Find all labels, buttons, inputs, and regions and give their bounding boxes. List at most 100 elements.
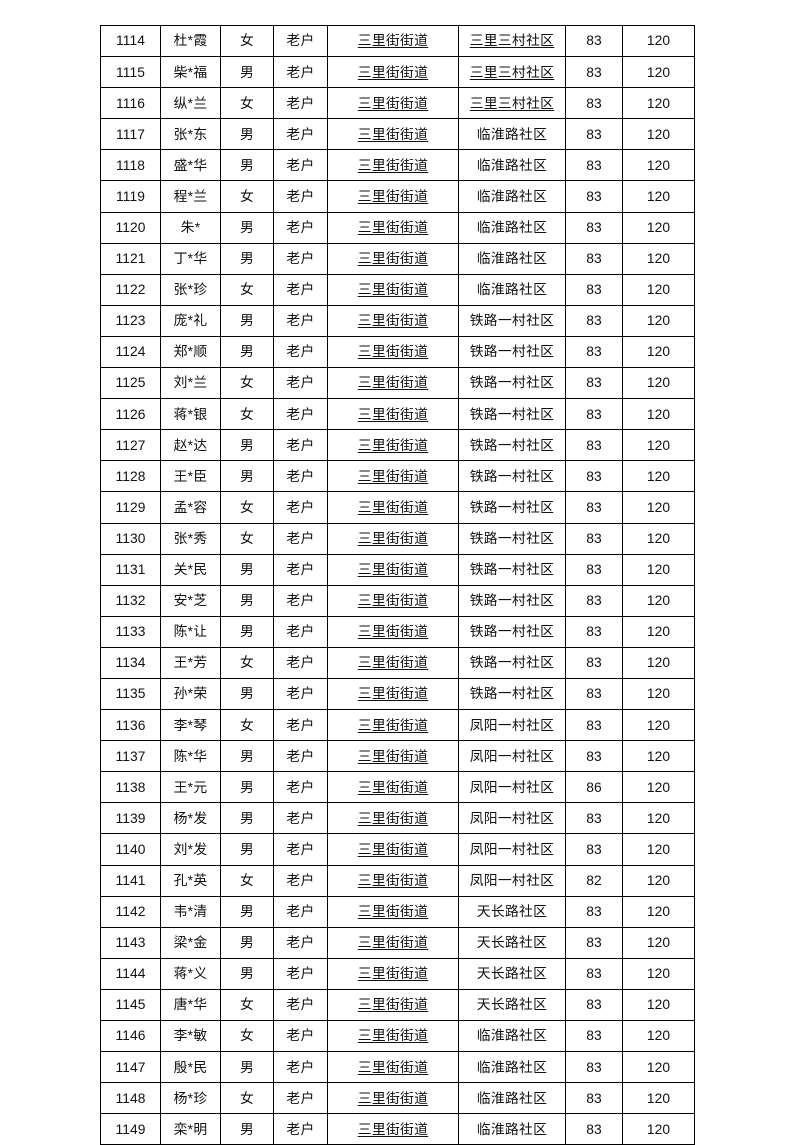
cell-street: 三里街街道 <box>327 1082 459 1115</box>
cell-amount2: 120 <box>622 833 695 866</box>
cell-community: 临淮路社区 <box>458 273 566 306</box>
cell-amount2: 120 <box>622 771 695 804</box>
cell-amount1: 83 <box>565 367 623 400</box>
cell-community: 铁路一村社区 <box>458 677 566 711</box>
cell-household_type: 老户 <box>273 56 328 89</box>
cell-street: 三里街街道 <box>327 304 459 337</box>
cell-street: 三里街街道 <box>327 709 459 742</box>
cell-seq: 1144 <box>100 957 161 990</box>
cell-amount2: 120 <box>622 957 695 990</box>
cell-gender: 女 <box>220 522 274 555</box>
cell-seq: 1131 <box>100 553 161 586</box>
cell-amount2: 120 <box>622 646 695 679</box>
cell-street: 三里街街道 <box>327 895 459 928</box>
cell-street: 三里街街道 <box>327 740 459 773</box>
cell-gender: 男 <box>220 771 274 804</box>
cell-gender: 女 <box>220 988 274 1022</box>
underlined-text: 三里街街道 <box>357 748 429 764</box>
table-row: 1123 庞*礼男老户 三里街街道 铁路一村社区 83 120 <box>100 304 695 337</box>
cell-community: 铁路一村社区 <box>458 429 566 462</box>
table-row: 1143 梁*金男老户 三里街街道 天长路社区 83 120 <box>100 926 695 959</box>
cell-seq: 1148 <box>100 1082 161 1115</box>
table-row: 1137 陈*华男老户 三里街街道 凤阳一村社区 83 120 <box>100 740 695 773</box>
cell-household_type: 老户 <box>273 646 328 679</box>
cell-name: 韦*清 <box>160 895 221 928</box>
cell-seq: 1132 <box>100 584 161 617</box>
cell-community: 凤阳一村社区 <box>458 833 566 866</box>
cell-community: 铁路一村社区 <box>458 304 566 337</box>
underlined-text: 三里街街道 <box>357 220 429 236</box>
underlined-text: 三里街街道 <box>357 686 429 702</box>
underlined-text: 三里街街道 <box>357 33 429 49</box>
table-row: 1131 关*民男老户 三里街街道 铁路一村社区 83 120 <box>100 553 695 586</box>
table-row: 1134 王*芳女老户 三里街街道 铁路一村社区 83 120 <box>100 646 695 679</box>
cell-name: 蒋*义 <box>160 957 221 990</box>
cell-amount1: 83 <box>565 335 623 369</box>
cell-household_type: 老户 <box>273 491 328 524</box>
cell-street: 三里街街道 <box>327 957 459 990</box>
table-row: 1148 杨*珍女老户 三里街街道 临淮路社区 83 120 <box>100 1082 695 1115</box>
cell-gender: 男 <box>220 740 274 773</box>
underlined-text: 三里街街道 <box>357 1059 429 1075</box>
cell-amount2: 120 <box>622 864 695 897</box>
cell-street: 三里街街道 <box>327 1019 459 1053</box>
cell-amount1: 86 <box>565 771 623 804</box>
underlined-text: 三里街街道 <box>357 530 429 546</box>
cell-amount1: 83 <box>565 522 623 555</box>
cell-amount1: 83 <box>565 180 623 213</box>
underlined-text: 三里街街道 <box>357 344 429 360</box>
cell-amount2: 120 <box>622 460 695 493</box>
cell-name: 李*敏 <box>160 1019 221 1053</box>
cell-name: 刘*兰 <box>160 367 221 400</box>
cell-amount2: 120 <box>622 367 695 400</box>
cell-community: 铁路一村社区 <box>458 522 566 555</box>
cell-community: 临淮路社区 <box>458 1113 566 1145</box>
cell-gender: 男 <box>220 56 274 89</box>
cell-household_type: 老户 <box>273 957 328 990</box>
table-row: 1144 蒋*义男老户 三里街街道 天长路社区 83 120 <box>100 957 695 990</box>
cell-street: 三里街街道 <box>327 149 459 182</box>
cell-amount2: 120 <box>622 926 695 959</box>
cell-community: 天长路社区 <box>458 926 566 959</box>
cell-amount2: 120 <box>622 56 695 89</box>
underlined-text: 三里街街道 <box>357 810 429 826</box>
cell-street: 三里街街道 <box>327 56 459 89</box>
cell-gender: 女 <box>220 864 274 897</box>
cell-gender: 男 <box>220 1113 274 1145</box>
underlined-text: 三里街街道 <box>357 779 429 795</box>
cell-gender: 男 <box>220 553 274 586</box>
cell-street: 三里街街道 <box>327 367 459 400</box>
cell-street: 三里街街道 <box>327 211 459 244</box>
table-row: 1128 王*臣男老户 三里街街道 铁路一村社区 83 120 <box>100 460 695 493</box>
cell-amount1: 83 <box>565 1113 623 1145</box>
cell-amount2: 120 <box>622 24 695 58</box>
cell-street: 三里街街道 <box>327 87 459 120</box>
table-row: 1135 孙*荣男老户 三里街街道 铁路一村社区 83 120 <box>100 677 695 711</box>
underlined-text: 三里街街道 <box>357 841 429 857</box>
cell-community: 临淮路社区 <box>458 149 566 182</box>
cell-seq: 1136 <box>100 709 161 742</box>
document-page: 1114 杜*霞女老户 三里街街道 三里三村社区 83 120 1115 柴*福男老户 三里街街… <box>100 24 695 1145</box>
cell-seq: 1120 <box>100 211 161 244</box>
cell-seq: 1137 <box>100 740 161 773</box>
table-row: 1125 刘*兰女老户 三里街街道 铁路一村社区 83 120 <box>100 367 695 400</box>
subsidy-roster-table: 1114 杜*霞女老户 三里街街道 三里三村社区 83 120 1115 柴*福男老户 三里街街… <box>100 24 695 1145</box>
underlined-text: 三里街街道 <box>357 157 429 173</box>
cell-gender: 女 <box>220 24 274 58</box>
cell-amount1: 83 <box>565 273 623 306</box>
table-row: 1118 盛*华男老户 三里街街道 临淮路社区 83 120 <box>100 149 695 182</box>
cell-name: 王*芳 <box>160 646 221 679</box>
cell-community: 凤阳一村社区 <box>458 802 566 835</box>
cell-community: 铁路一村社区 <box>458 335 566 369</box>
underlined-text: 三里街街道 <box>357 313 429 329</box>
underlined-text: 三里街街道 <box>357 64 429 80</box>
cell-community: 天长路社区 <box>458 895 566 928</box>
cell-amount2: 120 <box>622 1113 695 1145</box>
cell-amount2: 120 <box>622 802 695 835</box>
cell-seq: 1118 <box>100 149 161 182</box>
cell-gender: 女 <box>220 646 274 679</box>
cell-seq: 1146 <box>100 1019 161 1053</box>
table-row: 1120 朱* 男老户 三里街街道 临淮路社区 83 120 <box>100 211 695 244</box>
cell-street: 三里街街道 <box>327 491 459 524</box>
underlined-text: 三里街街道 <box>357 375 429 391</box>
